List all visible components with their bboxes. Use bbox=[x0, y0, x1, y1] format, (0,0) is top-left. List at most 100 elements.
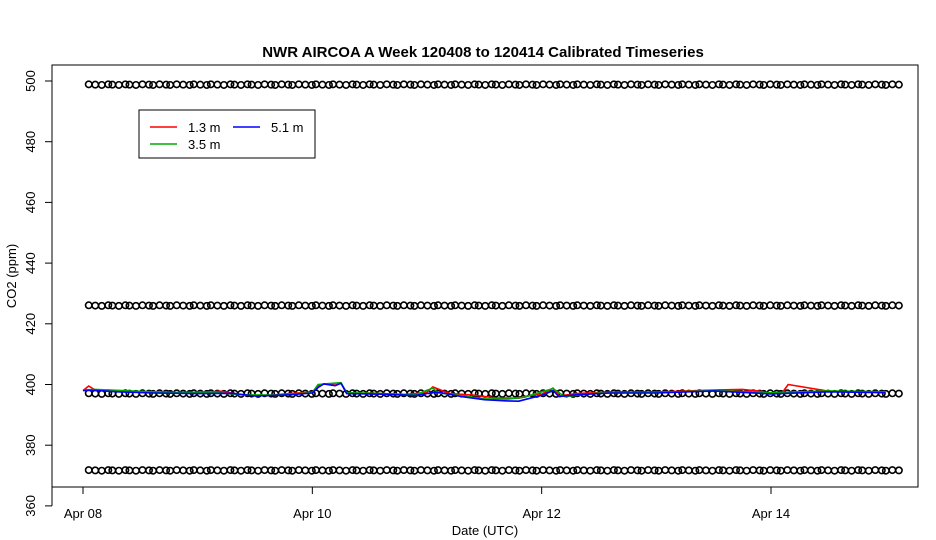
standard-point bbox=[633, 301, 642, 310]
standard-point bbox=[429, 466, 438, 475]
standard-point bbox=[691, 80, 700, 89]
standard-point bbox=[348, 80, 357, 89]
standard-point bbox=[894, 389, 903, 398]
standard-point bbox=[854, 466, 863, 475]
standard-point bbox=[755, 80, 764, 89]
standard-point bbox=[633, 80, 642, 89]
legend-box bbox=[138, 109, 316, 159]
y-axis-label: CO2 (ppm) bbox=[4, 244, 19, 308]
standard-point bbox=[389, 301, 398, 310]
standard-point bbox=[569, 80, 578, 89]
standard-point bbox=[284, 80, 293, 89]
x-tick-label: Apr 12 bbox=[523, 506, 561, 521]
standard-point bbox=[348, 301, 357, 310]
standard-point bbox=[406, 80, 415, 89]
standard-point bbox=[633, 466, 642, 475]
standard-point bbox=[772, 466, 781, 475]
series-line bbox=[82, 382, 886, 400]
standard-point bbox=[447, 80, 456, 89]
standard-point bbox=[267, 389, 276, 398]
standard-point bbox=[569, 301, 578, 310]
standard-point bbox=[772, 301, 781, 310]
x-axis-label: Date (UTC) bbox=[452, 523, 518, 538]
standard-point bbox=[837, 389, 846, 398]
standard-point bbox=[470, 80, 479, 89]
standard-point bbox=[162, 301, 171, 310]
standard-point bbox=[470, 466, 479, 475]
standard-point bbox=[674, 466, 683, 475]
standard-point bbox=[877, 466, 886, 475]
y-tick-label: 360 bbox=[23, 495, 38, 517]
legend-label: 1.3 m bbox=[188, 120, 221, 135]
standard-point bbox=[877, 80, 886, 89]
x-tick-label: Apr 14 bbox=[752, 506, 790, 521]
legend-label: 5.1 m bbox=[271, 120, 304, 135]
standard-point bbox=[307, 301, 316, 310]
standard-point bbox=[714, 80, 723, 89]
standard-point bbox=[650, 80, 659, 89]
standard-point bbox=[732, 80, 741, 89]
standard-point bbox=[796, 301, 805, 310]
y-tick-label: 480 bbox=[23, 131, 38, 153]
standard-point bbox=[389, 466, 398, 475]
legend-label: 3.5 m bbox=[188, 137, 221, 152]
standard-point bbox=[243, 80, 252, 89]
standard-point bbox=[837, 80, 846, 89]
standard-point bbox=[796, 466, 805, 475]
standard-point bbox=[324, 389, 333, 398]
standard-point bbox=[267, 301, 276, 310]
y-tick-label: 460 bbox=[23, 192, 38, 214]
standard-point bbox=[714, 466, 723, 475]
standard-point bbox=[243, 389, 252, 398]
standard-point bbox=[307, 80, 316, 89]
standard-point bbox=[487, 466, 496, 475]
standard-point bbox=[511, 466, 520, 475]
standard-point bbox=[894, 301, 903, 310]
standard-point bbox=[470, 389, 479, 398]
standard-point bbox=[226, 80, 235, 89]
x-axis: Apr 08 Apr 10 Apr 12 Apr 14 bbox=[64, 486, 790, 521]
standard-point bbox=[487, 389, 496, 398]
chart-title: NWR AIRCOA A Week 120408 to 120414 Calib… bbox=[262, 44, 704, 61]
standard-point bbox=[447, 466, 456, 475]
standard-point bbox=[284, 301, 293, 310]
standard-point bbox=[144, 301, 153, 310]
standard-point bbox=[894, 466, 903, 475]
standard-point bbox=[609, 466, 618, 475]
series-line bbox=[82, 382, 886, 403]
standard-point bbox=[691, 301, 700, 310]
standard-point bbox=[324, 301, 333, 310]
standard-point bbox=[144, 80, 153, 89]
standard-point bbox=[592, 80, 601, 89]
standard-point bbox=[365, 80, 374, 89]
standard-point bbox=[854, 80, 863, 89]
standard-point bbox=[813, 301, 822, 310]
standard-point bbox=[243, 301, 252, 310]
standard-point bbox=[552, 466, 561, 475]
standard-point bbox=[732, 466, 741, 475]
standard-point bbox=[267, 80, 276, 89]
standard-point bbox=[854, 389, 863, 398]
standard-point bbox=[732, 301, 741, 310]
standard-point bbox=[104, 466, 113, 475]
standard-point bbox=[185, 301, 194, 310]
x-tick-label: Apr 08 bbox=[64, 506, 102, 521]
standard-point bbox=[284, 466, 293, 475]
standard-point bbox=[755, 466, 764, 475]
standard-point bbox=[185, 466, 194, 475]
standard-point bbox=[755, 301, 764, 310]
y-axis: 360 380 400 420 440 460 480 500 bbox=[23, 70, 53, 517]
standard-point bbox=[429, 80, 438, 89]
standard-point bbox=[528, 301, 537, 310]
standard-point bbox=[307, 466, 316, 475]
y-tick-label: 400 bbox=[23, 374, 38, 396]
standard-point bbox=[772, 80, 781, 89]
standard-point bbox=[691, 466, 700, 475]
standard-point bbox=[650, 466, 659, 475]
y-tick-label: 440 bbox=[23, 252, 38, 274]
standard-point bbox=[324, 80, 333, 89]
standard-point bbox=[511, 389, 520, 398]
standard-point bbox=[226, 466, 235, 475]
